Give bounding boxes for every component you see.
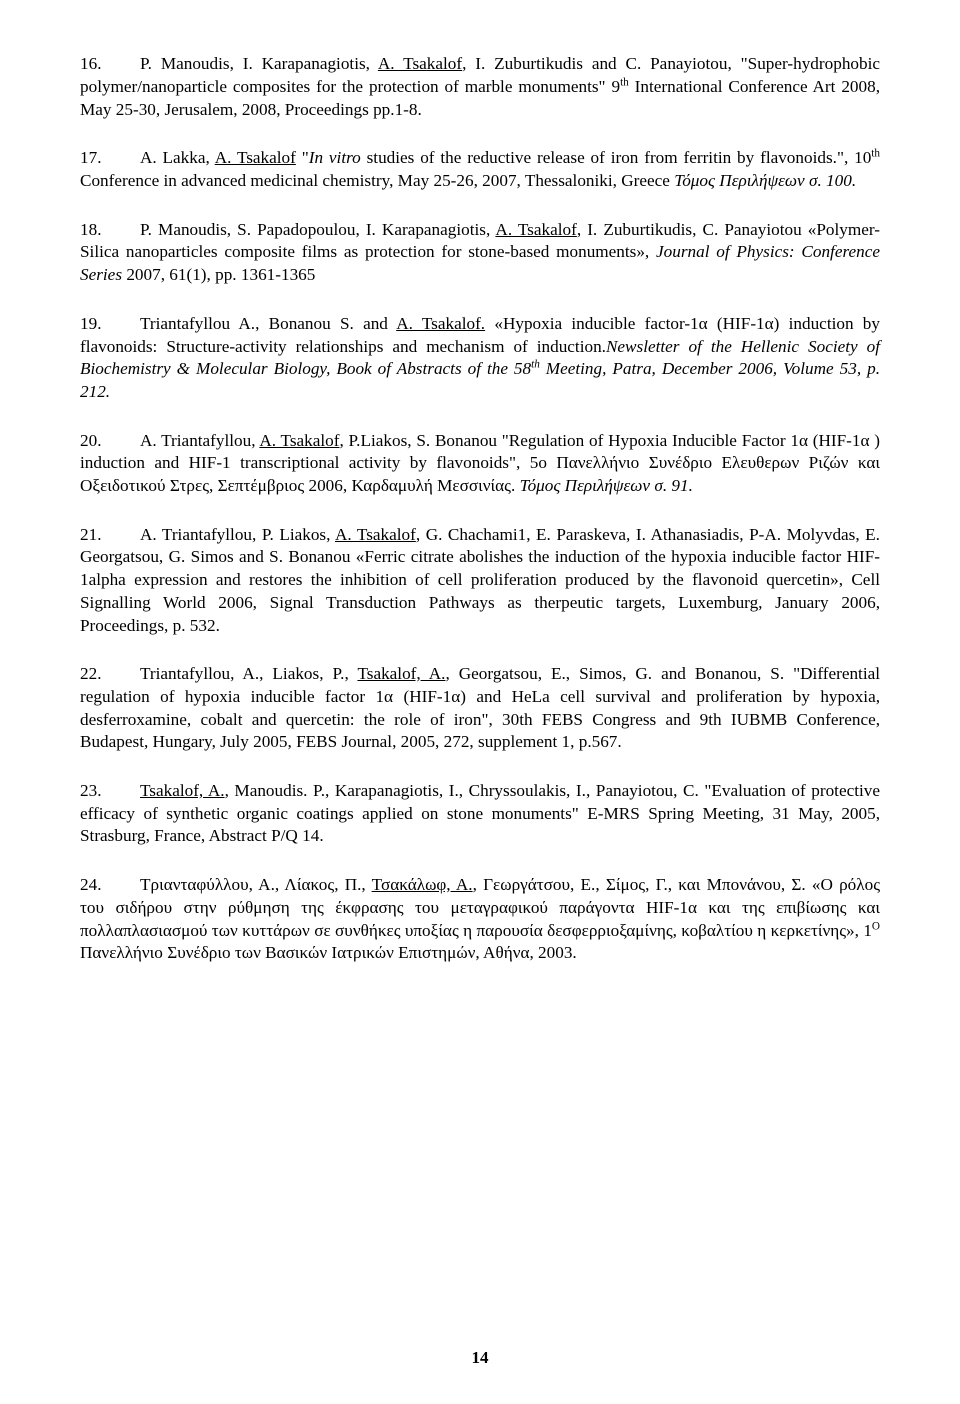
- ref-italic: Τόμος Περιλήψεων σ. 100.: [674, 171, 856, 190]
- ref-text: Πανελλήνιο Συνέδριο των Βασικών Ιατρικών…: [80, 943, 577, 962]
- reference-item: 20.A. Triantafyllou, A. Tsakalof, P.Liak…: [80, 430, 880, 498]
- ref-text: A. Triantafyllou, P. Liakos,: [140, 525, 335, 544]
- ref-text: Triantafyllou, A., Liakos, P.,: [140, 664, 357, 683]
- ref-text: studies of the reductive release of iron…: [361, 148, 872, 167]
- ref-author-highlight: A. Tsakalof.: [396, 314, 485, 333]
- ref-author-highlight: Tsakalof, A.: [357, 664, 445, 683]
- ref-italic: In vitro: [309, 148, 361, 167]
- reference-item: 18.P. Manoudis, S. Papadopoulou, I. Kara…: [80, 219, 880, 287]
- ref-number: 19.: [80, 313, 140, 336]
- page-number: 14: [0, 1348, 960, 1368]
- ref-text: A. Triantafyllou,: [140, 431, 259, 450]
- ref-author-highlight: Tsakalof, A.: [140, 781, 225, 800]
- ref-author-highlight: Τσακάλωφ, Α.: [372, 875, 473, 894]
- ref-text: Triantafyllou A., Bonanou S. and: [140, 314, 396, 333]
- ref-author-highlight: A. Tsakalof: [259, 431, 339, 450]
- ref-number: 22.: [80, 663, 140, 686]
- ref-text: P. Manoudis, I. Karapanagiotis,: [140, 54, 378, 73]
- document-page: 16.P. Manoudis, I. Karapanagiotis, A. Ts…: [0, 0, 960, 1404]
- reference-item: 22.Triantafyllou, A., Liakos, P., Tsakal…: [80, 663, 880, 754]
- ref-author-highlight: A. Tsakalof: [378, 54, 462, 73]
- ref-text: Conference in advanced medicinal chemist…: [80, 171, 674, 190]
- ref-superscript: th: [531, 358, 540, 370]
- ref-text: ": [296, 148, 309, 167]
- reference-item: 17.A. Lakka, A. Tsakalof "In vitro studi…: [80, 147, 880, 192]
- ref-author-highlight: A. Tsakalof: [215, 148, 296, 167]
- ref-text: P. Manoudis, S. Papadopoulou, I. Karapan…: [140, 220, 495, 239]
- ref-superscript: th: [620, 76, 629, 88]
- ref-text: 2007, 61(1), pp. 1361-1365: [122, 265, 315, 284]
- ref-number: 20.: [80, 430, 140, 453]
- ref-superscript: Ο: [872, 920, 880, 932]
- ref-number: 18.: [80, 219, 140, 242]
- ref-italic: Τόμος Περιλήψεων σ. 91.: [520, 476, 693, 495]
- ref-number: 21.: [80, 524, 140, 547]
- ref-number: 16.: [80, 53, 140, 76]
- ref-number: 23.: [80, 780, 140, 803]
- reference-item: 21.A. Triantafyllou, P. Liakos, A. Tsaka…: [80, 524, 880, 638]
- reference-item: 23.Tsakalof, A., Manoudis. P., Karapanag…: [80, 780, 880, 848]
- ref-text: Τριανταφύλλου, Α., Λίακος, Π.,: [140, 875, 372, 894]
- ref-author-highlight: A. Tsakalof: [335, 525, 416, 544]
- reference-item: 16.P. Manoudis, I. Karapanagiotis, A. Ts…: [80, 53, 880, 121]
- reference-item: 24.Τριανταφύλλου, Α., Λίακος, Π., Τσακάλ…: [80, 874, 880, 965]
- ref-number: 17.: [80, 147, 140, 170]
- ref-number: 24.: [80, 874, 140, 897]
- reference-item: 19.Triantafyllou A., Bonanou S. and A. T…: [80, 313, 880, 404]
- ref-author-highlight: A. Tsakalof: [495, 220, 576, 239]
- ref-superscript: th: [871, 148, 880, 160]
- ref-text: A. Lakka,: [140, 148, 215, 167]
